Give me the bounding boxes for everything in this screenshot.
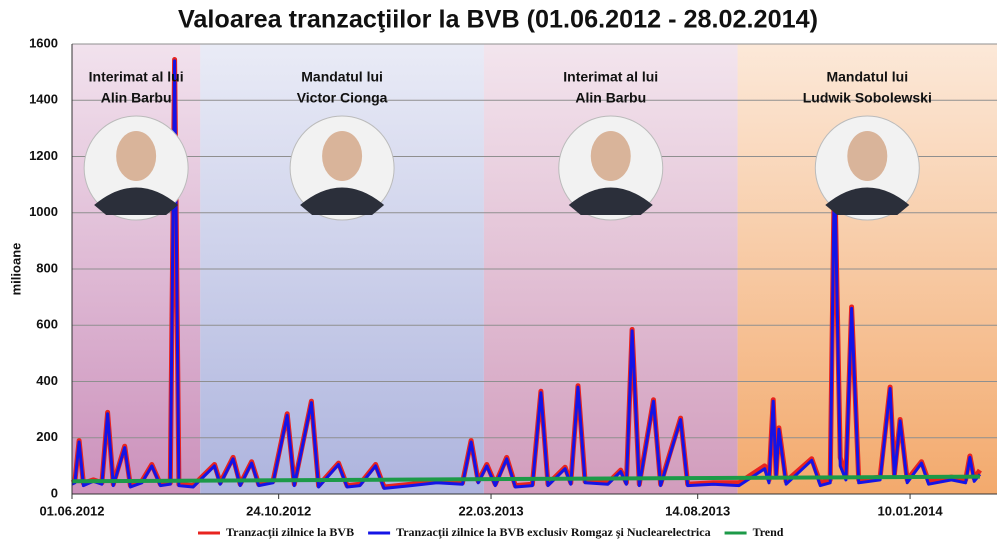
y-axis-label: milioane — [8, 243, 23, 296]
y-tick-label: 1600 — [29, 35, 58, 50]
x-tick-label: 22.03.2013 — [458, 503, 523, 518]
legend: Tranzacţii zilnice la BVB Tranzacţii ziln… — [198, 525, 784, 539]
x-tick-label: 24.10.2012 — [246, 503, 311, 518]
legend-label: Tranzacţii zilnice la BVB exclusiv Romga… — [396, 525, 710, 539]
x-tick-label: 01.06.2012 — [39, 503, 104, 518]
y-tick-label: 600 — [36, 317, 58, 332]
period-label: Mandatul lui — [826, 69, 908, 85]
y-tick-label: 1200 — [29, 148, 58, 163]
portrait-head — [116, 131, 157, 181]
annotations: Interimat al lui Alin Barbu Mandatul lui Vi… — [83, 69, 932, 221]
portrait-head — [322, 131, 363, 181]
y-tick-label: 800 — [36, 260, 58, 275]
legend-label: Trend — [753, 525, 784, 539]
period-label: Interimat al lui — [89, 69, 184, 85]
series-line — [71, 474, 980, 484]
portrait-body — [300, 187, 385, 215]
period-label: Mandatul lui — [301, 69, 383, 85]
axes: 0 200 400 600 800 1000 1200 1400 1600 01.06.2012 2… — [29, 35, 997, 518]
portrait-body — [825, 187, 910, 215]
x-tick-label: 14.08.2013 — [665, 503, 730, 518]
plot-lines — [70, 57, 982, 490]
y-tick-label: 0 — [51, 485, 58, 500]
y-tick-label: 1400 — [29, 92, 58, 107]
period-label: Alin Barbu — [101, 90, 172, 106]
legend-label: Tranzacţii zilnice la BVB — [226, 525, 354, 539]
y-tick-label: 400 — [36, 373, 58, 388]
period-label: Victor Cionga — [297, 90, 388, 106]
portrait-body — [568, 187, 653, 215]
y-tick-label: 1000 — [29, 204, 58, 219]
portrait-head — [847, 131, 888, 181]
portrait-head — [590, 131, 631, 181]
period-label: Interimat al lui — [563, 69, 658, 85]
chart-title: Valoarea tranzacţiilor la BVB (01.06.201… — [178, 6, 818, 34]
period-label: Alin Barbu — [575, 90, 646, 106]
y-tick-label: 200 — [36, 429, 58, 444]
x-tick-label: 10.01.2014 — [878, 503, 944, 518]
portrait-body — [94, 187, 179, 215]
period-label: Ludwik Sobolewski — [803, 90, 932, 106]
